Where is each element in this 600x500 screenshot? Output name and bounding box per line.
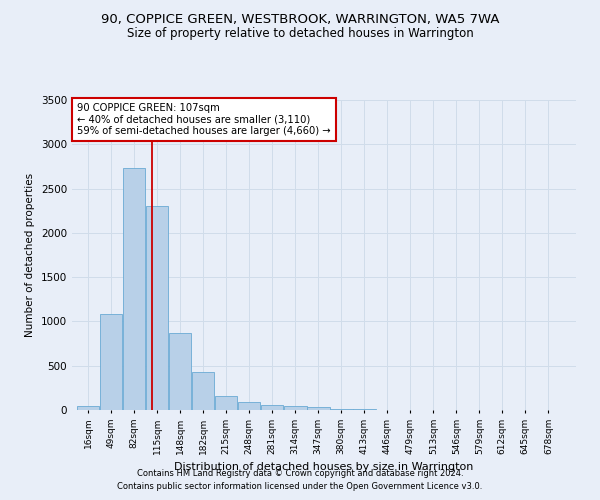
Bar [353,409,376,410]
Bar [215,396,238,410]
Bar [146,206,169,410]
Text: Size of property relative to detached houses in Warrington: Size of property relative to detached ho… [127,28,473,40]
Bar [123,168,145,410]
Text: Contains public sector information licensed under the Open Government Licence v3: Contains public sector information licen… [118,482,482,491]
Bar [261,404,283,410]
Bar [100,314,122,410]
Bar [238,402,260,410]
Text: 90 COPPICE GREEN: 107sqm
← 40% of detached houses are smaller (3,110)
59% of sem: 90 COPPICE GREEN: 107sqm ← 40% of detach… [77,103,331,136]
Text: Contains HM Land Registry data © Crown copyright and database right 2024.: Contains HM Land Registry data © Crown c… [137,468,463,477]
Bar [284,406,307,410]
Bar [307,408,329,410]
Bar [77,406,100,410]
Bar [169,333,191,410]
Bar [192,372,214,410]
Bar [330,408,353,410]
Y-axis label: Number of detached properties: Number of detached properties [25,173,35,337]
X-axis label: Distribution of detached houses by size in Warrington: Distribution of detached houses by size … [175,462,473,472]
Text: 90, COPPICE GREEN, WESTBROOK, WARRINGTON, WA5 7WA: 90, COPPICE GREEN, WESTBROOK, WARRINGTON… [101,12,499,26]
